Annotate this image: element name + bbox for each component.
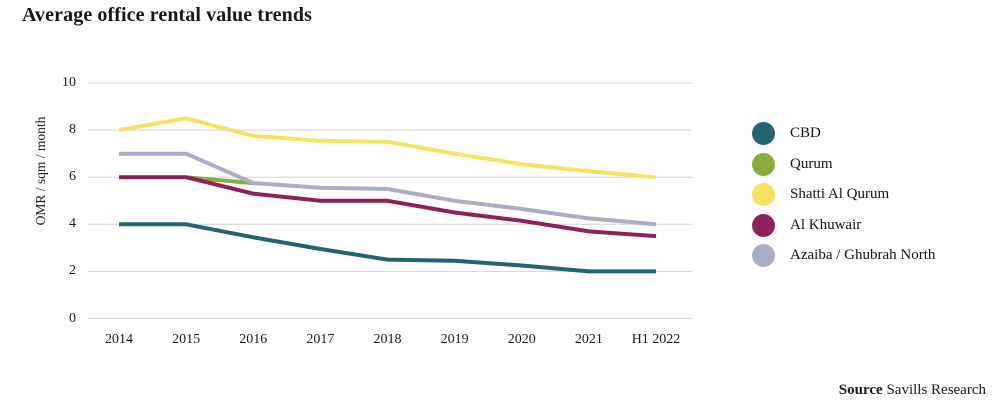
legend-label: Shatti Al Qurum (790, 186, 890, 202)
y-tick-label: 8 (69, 122, 76, 138)
legend-item-azaiba-ghubrah-north: Azaiba / Ghubrah North (752, 244, 935, 267)
chart-title: Average office rental value trends (22, 4, 312, 26)
legend-label: Azaiba / Ghubrah North (790, 247, 936, 263)
legend: CBD Qurum Shatti Al Qurum Al Khuwair Aza… (752, 122, 935, 267)
y-tick-label: 6 (69, 169, 76, 185)
series-line-azaiba-ghubrah-north (119, 151, 657, 227)
legend-item-al-khuwair: Al Khuwair (752, 213, 935, 237)
x-tick-label: 2016 (239, 332, 268, 347)
series-line-al-khuwair (119, 175, 657, 239)
legend-swatch-al-khuwair-icon (752, 213, 775, 237)
source-credit: Source Savills Research (839, 382, 986, 399)
source-label: Source (838, 382, 883, 398)
x-tick-label: 2015 (172, 332, 201, 347)
legend-item-qurum: Qurum (752, 152, 935, 176)
y-tick-label: 0 (69, 310, 76, 326)
series-line-cbd (119, 222, 656, 274)
legend-item-cbd: CBD (752, 122, 935, 145)
legend-swatch-azaiba-ghubrah-north-icon (752, 244, 775, 267)
y-tick-label: 2 (69, 263, 76, 279)
legend-swatch-shatti-al-qurum-icon (752, 183, 775, 206)
x-tick-label: 2014 (105, 332, 133, 347)
y-axis-title: OMR / sqm / month (33, 116, 48, 226)
legend-item-shatti-al-qurum: Shatti Al Qurum (752, 183, 935, 206)
x-tick-label: H1 2022 (631, 332, 681, 347)
x-tick-label: 2020 (507, 332, 536, 347)
legend-swatch-qurum-icon (752, 152, 775, 176)
series-line-shatti-al-qurum (118, 116, 657, 180)
x-tick-label: 2018 (373, 332, 402, 347)
legend-label: CBD (790, 125, 821, 141)
x-tick-label: 2017 (306, 332, 335, 347)
source-text: Savills Research (886, 382, 986, 398)
x-tick-label: 2019 (440, 332, 469, 347)
legend-label: Qurum (790, 155, 833, 172)
legend-swatch-cbd-icon (752, 122, 775, 145)
y-tick-label: 4 (69, 216, 76, 232)
x-tick-label: 2021 (574, 332, 603, 347)
legend-label: Al Khuwair (790, 216, 862, 233)
y-tick-label: 10 (62, 75, 76, 90)
